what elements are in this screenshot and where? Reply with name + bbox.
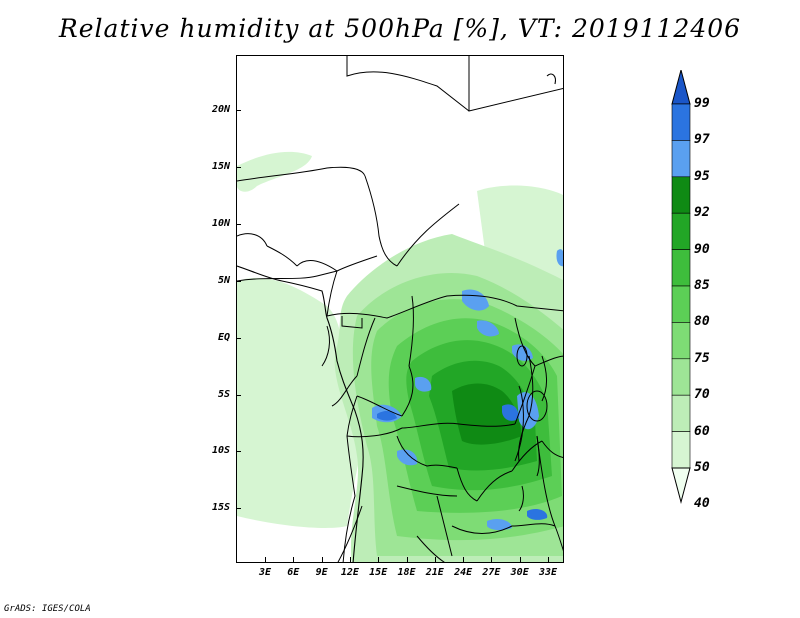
- latitude-tick: [236, 338, 241, 339]
- color-bar-label: 92: [694, 205, 710, 221]
- country-borders: [237, 56, 563, 562]
- map-title: Relative humidity at 500hPa [%], VT: 201…: [58, 14, 742, 43]
- color-bar-segment: [671, 103, 691, 141]
- color-bar-label: 75: [694, 350, 710, 366]
- color-bar-label: 99: [694, 96, 710, 111]
- latitude-label: 10N: [211, 218, 230, 229]
- color-bar-top-arrow: [671, 70, 691, 105]
- longitude-tick: [406, 557, 408, 562]
- color-bar-label: 70: [694, 387, 710, 403]
- longitude-tick: [321, 557, 323, 562]
- color-bar-bottom-arrow: [671, 467, 691, 504]
- longitude-label: 27E: [482, 567, 501, 578]
- longitude-label: 6E: [287, 567, 300, 578]
- coastline: [237, 73, 556, 562]
- longitude-tick: [519, 557, 521, 562]
- longitude-label: 15E: [369, 567, 388, 578]
- longitude-tick: [293, 557, 295, 562]
- longitude-tick: [349, 557, 351, 562]
- latitude-label: EQ: [217, 332, 230, 343]
- color-bar-label: 60: [694, 423, 710, 439]
- longitude-tick: [265, 557, 266, 562]
- color-bar-label: 85: [694, 278, 710, 293]
- latitude-tick: [236, 167, 241, 168]
- longitude-tick: [378, 557, 380, 562]
- color-bar-label: 40: [694, 496, 710, 512]
- color-bar-label: 97: [694, 132, 710, 148]
- map-panel: [236, 55, 564, 563]
- color-bar-segment: [671, 249, 691, 287]
- longitude-label: 12E: [340, 567, 359, 578]
- longitude-label: 24E: [454, 567, 473, 578]
- latitude-tick: [236, 110, 241, 111]
- humidity-map: [237, 56, 563, 562]
- latitude-label: 20N: [211, 104, 230, 115]
- longitude-label: 3E: [258, 567, 272, 578]
- latitude-label: 15N: [211, 161, 230, 172]
- color-bar-segment: [671, 394, 691, 432]
- latitude-label: 5N: [217, 275, 230, 286]
- latitude-label: 5S: [217, 389, 230, 400]
- longitude-label: 9E: [315, 567, 328, 578]
- lakes: [514, 345, 548, 512]
- color-bar-label: 80: [694, 314, 710, 330]
- longitude-tick: [434, 557, 436, 562]
- color-bar-label: 90: [694, 241, 710, 257]
- color-bar: [671, 70, 691, 504]
- latitude-tick: [236, 395, 241, 396]
- color-bar-segment: [671, 176, 691, 214]
- longitude-label: 21E: [425, 567, 444, 578]
- longitude-tick: [463, 557, 465, 562]
- color-bar-label: 50: [694, 460, 710, 475]
- longitude-label: 18E: [397, 567, 416, 578]
- color-bar-segment: [671, 431, 691, 469]
- humidity-fill: [237, 151, 563, 562]
- color-bar-segment: [671, 140, 691, 178]
- latitude-label: 15S: [211, 502, 230, 513]
- latitude-tick: [236, 451, 241, 452]
- grads-credit: GrADS: IGES/COLA: [4, 604, 91, 614]
- color-bar-segment: [671, 322, 691, 360]
- color-bar-segment: [671, 285, 691, 323]
- latitude-label: 10S: [211, 445, 230, 456]
- color-bar-segment: [671, 212, 691, 250]
- latitude-tick: [236, 224, 241, 225]
- longitude-tick: [548, 557, 549, 562]
- latitude-tick: [236, 508, 241, 509]
- longitude-tick: [491, 557, 493, 562]
- color-bar-label: 95: [694, 168, 710, 184]
- longitude-label: 33E: [538, 567, 558, 578]
- color-bar-segment: [671, 358, 691, 396]
- latitude-tick: [236, 281, 241, 282]
- longitude-label: 30E: [510, 567, 529, 578]
